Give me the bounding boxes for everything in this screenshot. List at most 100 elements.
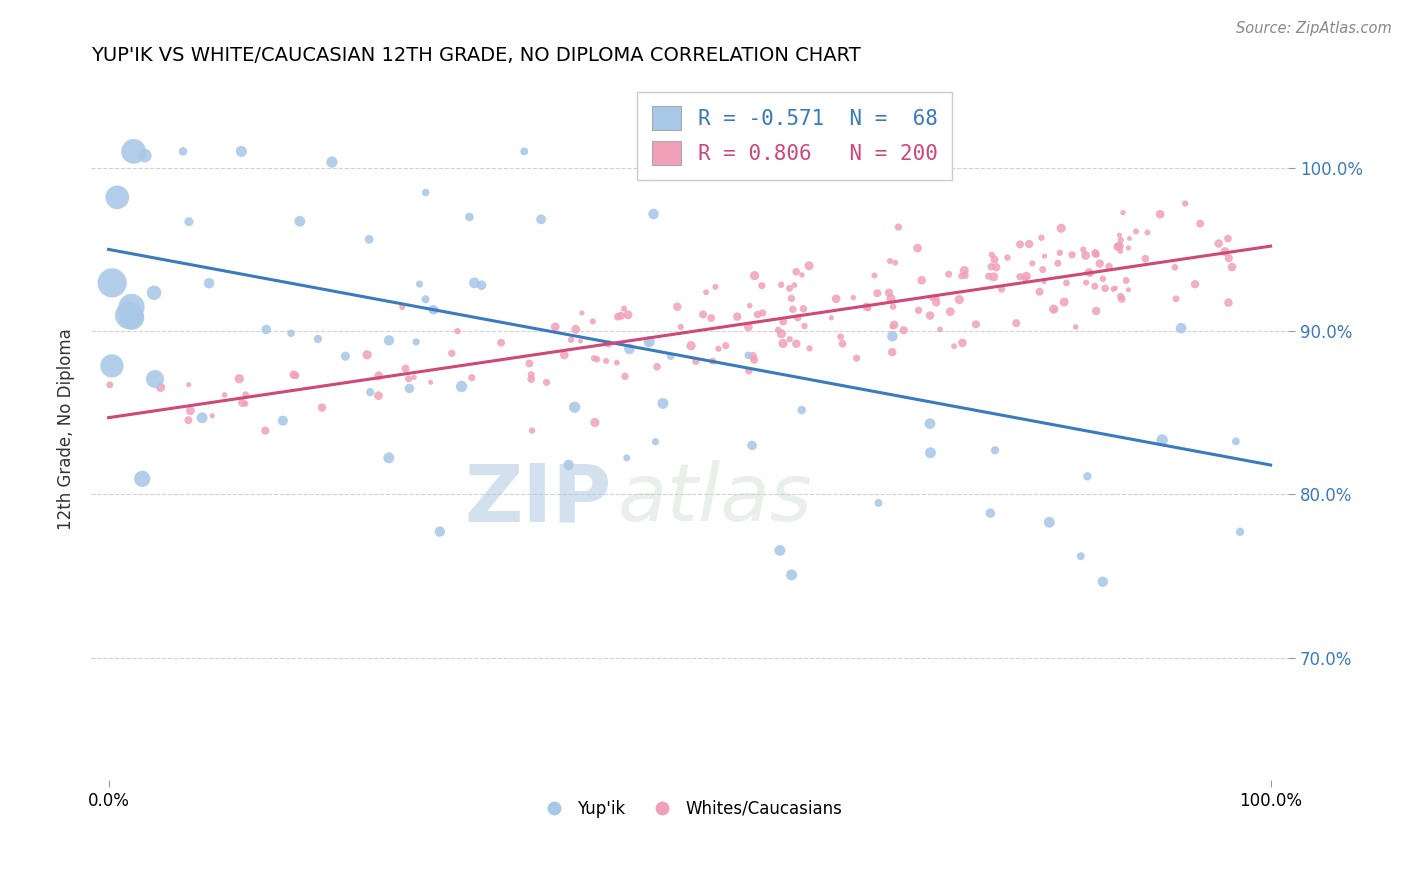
Point bbox=[415, 293, 437, 307]
Point bbox=[637, 336, 659, 351]
Point bbox=[520, 368, 543, 382]
Point bbox=[191, 410, 214, 425]
Point bbox=[520, 424, 543, 438]
Point bbox=[779, 332, 801, 346]
Point bbox=[744, 268, 766, 283]
Point bbox=[1033, 275, 1056, 289]
Point bbox=[489, 335, 512, 350]
Point bbox=[367, 389, 389, 403]
Point bbox=[980, 248, 1002, 262]
Point bbox=[799, 342, 821, 356]
Point bbox=[1032, 262, 1054, 277]
Point bbox=[564, 400, 586, 414]
Point bbox=[1033, 249, 1056, 263]
Point bbox=[643, 207, 665, 221]
Point bbox=[1135, 252, 1157, 266]
Point bbox=[692, 308, 714, 322]
Point bbox=[530, 212, 553, 227]
Point bbox=[1118, 241, 1140, 255]
Point bbox=[700, 311, 723, 326]
Point bbox=[704, 280, 727, 294]
Point bbox=[939, 304, 962, 318]
Point bbox=[1225, 434, 1247, 449]
Point bbox=[1220, 260, 1243, 274]
Point bbox=[769, 543, 792, 558]
Point bbox=[461, 370, 484, 384]
Point bbox=[925, 291, 948, 305]
Point bbox=[669, 320, 692, 334]
Point bbox=[866, 286, 889, 301]
Point bbox=[1091, 272, 1114, 286]
Point bbox=[786, 310, 808, 325]
Point bbox=[446, 324, 468, 338]
Point bbox=[1102, 282, 1125, 296]
Point bbox=[1038, 515, 1060, 529]
Point bbox=[856, 301, 879, 316]
Point bbox=[122, 145, 145, 159]
Point bbox=[845, 351, 868, 366]
Point bbox=[780, 567, 803, 582]
Point bbox=[598, 337, 620, 351]
Point bbox=[659, 349, 682, 363]
Point bbox=[766, 323, 789, 337]
Point bbox=[513, 145, 536, 159]
Point bbox=[1028, 285, 1050, 299]
Point bbox=[737, 348, 759, 362]
Point bbox=[271, 414, 294, 428]
Y-axis label: 12th Grade, No Diploma: 12th Grade, No Diploma bbox=[58, 328, 75, 530]
Point bbox=[1080, 267, 1102, 281]
Point bbox=[172, 145, 194, 159]
Point bbox=[359, 232, 381, 246]
Point bbox=[782, 302, 804, 317]
Point bbox=[1031, 231, 1053, 245]
Point bbox=[228, 372, 250, 386]
Point bbox=[235, 387, 257, 401]
Point bbox=[1115, 274, 1137, 288]
Point bbox=[920, 446, 942, 460]
Point bbox=[398, 372, 420, 386]
Point bbox=[1053, 295, 1076, 310]
Point bbox=[855, 300, 877, 314]
Point bbox=[520, 372, 543, 386]
Point bbox=[425, 303, 447, 318]
Point bbox=[458, 210, 481, 224]
Point bbox=[943, 339, 966, 353]
Point bbox=[685, 354, 707, 368]
Point bbox=[920, 309, 942, 323]
Point bbox=[1071, 243, 1094, 257]
Point bbox=[948, 293, 970, 307]
Point bbox=[1184, 277, 1206, 292]
Point bbox=[1077, 265, 1099, 279]
Point bbox=[553, 348, 575, 362]
Point bbox=[1084, 279, 1107, 293]
Point bbox=[121, 310, 143, 325]
Point bbox=[617, 308, 640, 322]
Point bbox=[742, 353, 765, 368]
Text: atlas: atlas bbox=[617, 460, 813, 539]
Point bbox=[986, 260, 1008, 275]
Point bbox=[131, 472, 153, 486]
Point bbox=[1164, 292, 1187, 306]
Point bbox=[610, 309, 633, 323]
Point bbox=[1229, 524, 1251, 539]
Point bbox=[101, 276, 124, 290]
Point bbox=[1152, 433, 1174, 447]
Point bbox=[367, 368, 389, 383]
Point bbox=[979, 506, 1001, 520]
Point bbox=[918, 417, 941, 431]
Text: ZIP: ZIP bbox=[464, 460, 612, 539]
Point bbox=[879, 254, 901, 268]
Point bbox=[772, 336, 794, 351]
Point bbox=[882, 319, 904, 334]
Point bbox=[1216, 232, 1239, 246]
Point bbox=[1174, 196, 1197, 211]
Point bbox=[557, 458, 579, 472]
Point bbox=[790, 268, 813, 282]
Point bbox=[582, 314, 605, 328]
Point bbox=[820, 310, 842, 325]
Point bbox=[1170, 321, 1192, 335]
Point bbox=[780, 291, 803, 305]
Point bbox=[955, 268, 977, 283]
Point bbox=[882, 329, 904, 343]
Point bbox=[1085, 304, 1108, 318]
